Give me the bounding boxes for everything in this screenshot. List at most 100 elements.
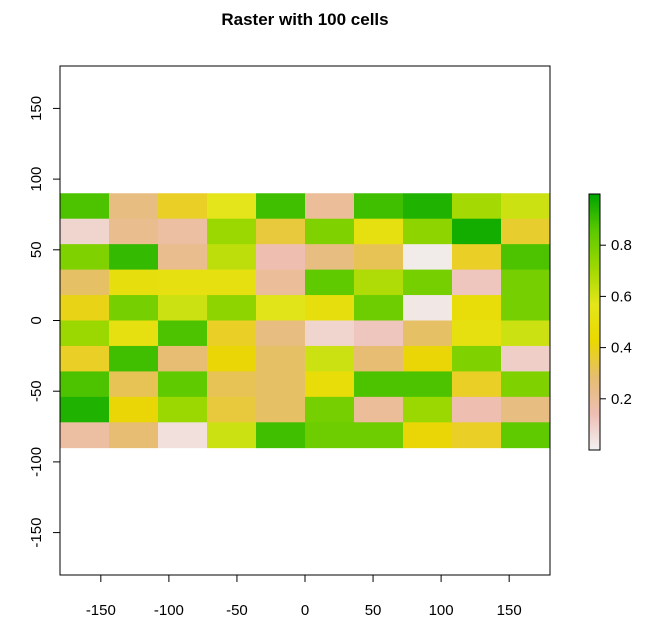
x-tick-label: -50	[226, 602, 248, 619]
colorbar-segment	[589, 230, 600, 233]
raster-cell	[207, 269, 257, 296]
raster-cell	[403, 269, 453, 296]
y-tick-label: -50	[28, 380, 45, 402]
colorbar-segment	[589, 437, 600, 440]
colorbar-segment	[589, 362, 600, 366]
colorbar-segment	[589, 296, 600, 300]
raster-cell	[354, 218, 404, 245]
colorbar-segment	[589, 413, 600, 417]
colorbar-segment	[589, 324, 600, 327]
colorbar-segment	[589, 304, 600, 308]
raster-cell	[305, 218, 355, 245]
raster-cell	[109, 218, 159, 245]
raster-cell	[158, 396, 208, 423]
raster-cell	[158, 422, 208, 449]
colorbar-segment	[589, 258, 600, 261]
raster-cell	[354, 371, 404, 398]
raster-cell	[501, 269, 551, 296]
colorbar-segment	[589, 339, 600, 342]
colorbar-segment	[589, 234, 600, 238]
colorbar-segment	[589, 400, 600, 404]
raster-cell	[60, 269, 110, 296]
raster-cell	[207, 244, 257, 270]
raster-cell	[109, 193, 159, 220]
raster-cell	[256, 295, 306, 321]
colorbar-segment	[589, 294, 600, 297]
raster-cell	[207, 422, 257, 449]
raster-cell	[452, 244, 502, 270]
raster-cell	[305, 295, 355, 321]
raster-cell	[501, 320, 551, 347]
colorbar-segment	[589, 383, 600, 387]
raster-cell	[60, 193, 110, 220]
colorbar-segment	[589, 381, 600, 385]
colorbar-segment	[589, 221, 600, 225]
colorbar-segment	[589, 377, 600, 381]
raster-cell	[452, 218, 502, 245]
colorbar-segment	[589, 319, 600, 323]
x-tick-label: 0	[301, 602, 309, 619]
colorbar-segment	[589, 287, 600, 291]
y-tick-label: 100	[28, 167, 45, 192]
x-tick-label: -100	[154, 602, 184, 619]
raster-cell	[207, 218, 257, 245]
colorbar-segment	[589, 330, 600, 334]
colorbar-segment	[589, 313, 600, 317]
y-axis: -150 -100 -50 0 50 100 150	[28, 96, 61, 548]
raster-cell	[256, 193, 306, 220]
raster-cell	[403, 396, 453, 423]
raster-cell	[452, 345, 502, 372]
colorbar-segment	[589, 341, 600, 344]
y-tick-label: 150	[28, 96, 45, 121]
colorbar-segment	[589, 426, 600, 430]
raster-cell	[403, 345, 453, 372]
colorbar-segment	[589, 379, 600, 383]
colorbar-tick-label: 0.6	[611, 288, 632, 305]
colorbar-segment	[589, 298, 600, 302]
colorbar-segment	[589, 255, 600, 259]
colorbar-segment	[589, 409, 600, 413]
colorbar-segment	[589, 307, 600, 310]
colorbar-segment	[589, 349, 600, 353]
colorbar-segment	[589, 375, 600, 378]
colorbar-segment	[589, 236, 600, 240]
colorbar-segment	[589, 262, 600, 265]
colorbar-segment	[589, 345, 600, 349]
raster-cell	[354, 269, 404, 296]
colorbar-segment	[589, 208, 600, 212]
colorbar-segment	[589, 351, 600, 355]
colorbar-segment	[589, 418, 600, 421]
colorbar-segment	[589, 328, 600, 332]
raster-cell	[207, 371, 257, 398]
y-tick-label: 50	[28, 241, 45, 258]
raster-cell	[452, 193, 502, 220]
colorbar-segment	[589, 420, 600, 423]
colorbar-segment	[589, 198, 600, 201]
colorbar-segment	[589, 411, 600, 415]
colorbar-segment	[589, 300, 600, 304]
raster-cell	[109, 396, 159, 423]
raster-cell	[305, 345, 355, 372]
raster-cell	[305, 422, 355, 449]
colorbar-segment	[589, 226, 600, 229]
raster-cell	[207, 345, 257, 372]
colorbar-segment	[589, 358, 600, 361]
raster-cell	[305, 371, 355, 398]
raster-cell	[60, 422, 110, 449]
colorbar-segment	[589, 249, 600, 253]
colorbar-segment	[589, 309, 600, 312]
colorbar-segment	[589, 356, 600, 359]
colorbar-segment	[589, 424, 600, 428]
raster-cell	[109, 295, 159, 321]
raster-cell	[354, 396, 404, 423]
colorbar-segment	[589, 264, 600, 268]
colorbar-segment	[589, 366, 600, 370]
raster-cell	[501, 193, 551, 220]
colorbar-segment	[589, 398, 600, 402]
colorbar-segment	[589, 343, 600, 346]
raster-cell	[403, 218, 453, 245]
raster-cell	[256, 320, 306, 347]
raster-cell	[452, 396, 502, 423]
colorbar-segment	[589, 247, 600, 250]
